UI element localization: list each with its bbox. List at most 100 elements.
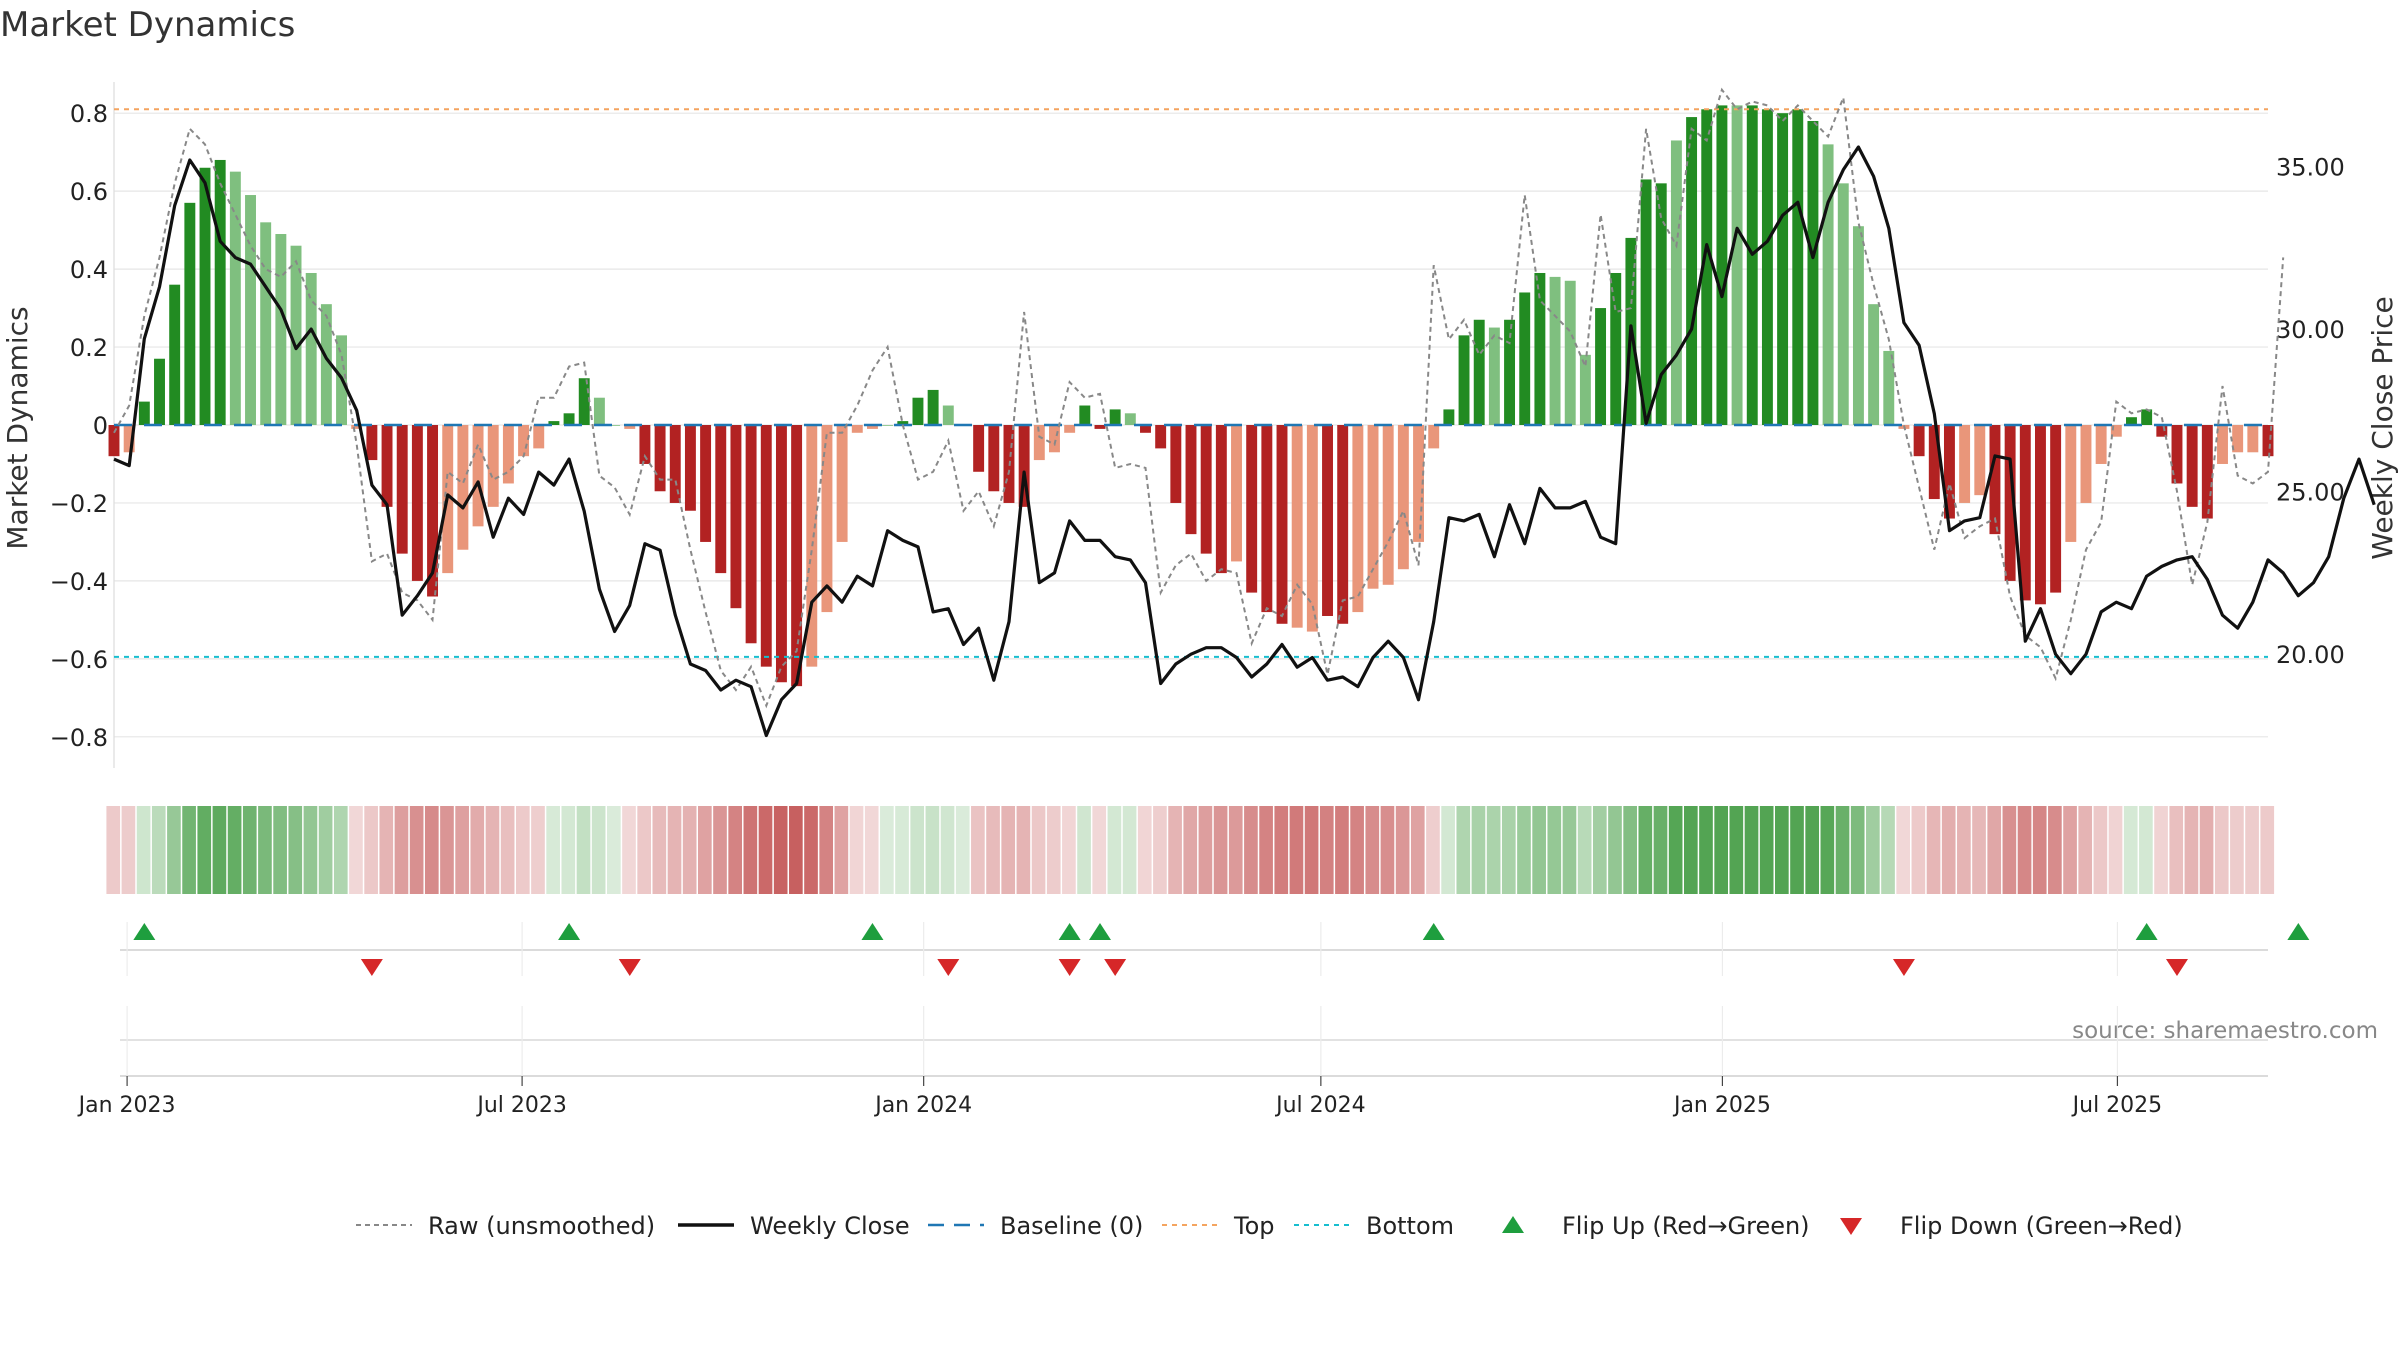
dynamics-bar — [1883, 350, 1895, 425]
dynamics-bar — [1686, 117, 1698, 426]
state-strip-cell — [1077, 806, 1091, 894]
state-strip-cell — [1001, 806, 1016, 894]
x-tick-label: Jul 2024 — [1274, 1093, 1366, 1118]
dynamics-bar — [2050, 425, 2062, 593]
dynamics-bar — [1807, 120, 1819, 426]
state-strip-cell — [1259, 806, 1273, 894]
state-strip-cell — [667, 806, 682, 894]
state-strip-cell — [743, 806, 758, 894]
dynamics-bar — [108, 425, 120, 457]
state-strip-cell — [834, 806, 849, 894]
dynamics-bar — [502, 425, 514, 484]
dynamics-bar — [775, 425, 787, 683]
state-strip-cell — [986, 806, 1000, 894]
state-strip-cell — [561, 806, 576, 894]
state-strip-cell — [1957, 806, 1971, 894]
state-strip-cell — [167, 806, 181, 894]
dynamics-bar — [836, 425, 848, 542]
dynamics-bar — [654, 425, 666, 492]
dynamics-bar — [593, 397, 605, 425]
state-strip-cell — [2169, 806, 2184, 894]
state-strip-cell — [1153, 806, 1167, 894]
state-strip-cell — [1456, 806, 1471, 894]
state-strip-cell — [424, 806, 439, 894]
dynamics-bar — [988, 425, 1000, 492]
state-strip-cell — [1319, 806, 1334, 894]
state-strip-cell — [106, 806, 121, 894]
dynamics-bar — [624, 425, 636, 429]
dynamics-bar — [229, 171, 241, 425]
state-strip-cell — [804, 806, 818, 894]
dynamics-bar — [1731, 105, 1743, 426]
state-strip-cell — [1016, 806, 1031, 894]
state-strip-cell — [1198, 806, 1213, 894]
dynamics-bar — [851, 425, 863, 433]
dynamics-bar — [1033, 425, 1045, 461]
state-strip-cell — [2260, 806, 2275, 894]
state-strip-cell — [273, 806, 287, 894]
dynamics-bar — [1670, 140, 1682, 425]
dynamics-bar — [745, 425, 757, 644]
dynamics-bar — [154, 358, 165, 425]
state-strip-cell — [1881, 806, 1895, 894]
state-strip-cell — [1517, 806, 1531, 894]
dynamics-bar — [1049, 425, 1060, 453]
state-strip-cell — [1031, 806, 1046, 894]
flip-up-marker — [1422, 923, 1445, 940]
state-strip-cell — [849, 806, 864, 894]
state-strip-cell — [1987, 806, 2002, 894]
state-strip-cell — [1623, 806, 1637, 894]
dynamics-bar — [1504, 319, 1516, 425]
state-strip-cell — [652, 806, 667, 894]
state-strip-cell — [288, 806, 303, 894]
state-strip-cell — [1562, 806, 1577, 894]
state-strip-cell — [2230, 806, 2244, 894]
dynamics-bar — [1352, 425, 1364, 613]
dynamics-bar — [214, 159, 226, 426]
state-strip-cell — [1304, 806, 1319, 894]
dynamics-bar — [1488, 327, 1500, 425]
dynamics-bar — [381, 425, 393, 507]
dynamics-bar — [1306, 425, 1318, 632]
state-strip-cell — [637, 806, 651, 894]
legend-label: Bottom — [1366, 1212, 1454, 1240]
dynamics-bar — [1761, 109, 1773, 425]
state-strip-cell — [1395, 806, 1410, 894]
state-strip-cell — [1335, 806, 1349, 894]
dynamics-bar — [1064, 425, 1076, 433]
state-strip-cell — [303, 806, 318, 894]
dynamics-bar — [1413, 425, 1424, 542]
dynamics-bar — [2126, 417, 2137, 425]
state-strip-cell — [1729, 806, 1744, 894]
dynamics-bar — [457, 425, 469, 550]
dynamics-bar — [1291, 425, 1303, 628]
dynamics-bar — [518, 425, 530, 457]
state-strip-cell — [2245, 806, 2259, 894]
state-strip-cell — [1775, 806, 1789, 894]
state-strip-cell — [1638, 806, 1653, 894]
y-tick-label: −0.8 — [50, 724, 108, 752]
dynamics-bar — [730, 425, 742, 609]
dynamics-bar — [1549, 276, 1561, 425]
flip-down-marker — [937, 959, 960, 976]
state-strip-cell — [1608, 806, 1622, 894]
y-tick-label: 0.2 — [70, 334, 108, 362]
dynamics-bar — [1397, 425, 1409, 570]
flip-up-marker — [133, 923, 156, 940]
state-strip-cell — [1592, 806, 1607, 894]
x-tick-label: Jul 2025 — [2071, 1093, 2163, 1118]
chart-title: Market Dynamics — [0, 5, 295, 45]
state-strip-cell — [1653, 806, 1668, 894]
dynamics-bar — [2247, 425, 2259, 453]
state-strip-cell — [1547, 806, 1562, 894]
dynamics-bar — [1519, 292, 1531, 425]
state-strip-cell — [728, 806, 743, 894]
flip-down-marker — [360, 959, 383, 976]
state-strip-cell — [576, 806, 591, 894]
dynamics-bar — [1261, 425, 1273, 613]
dynamics-bar — [791, 425, 803, 687]
dynamics-bar — [472, 425, 484, 527]
dynamics-bar — [1852, 226, 1864, 425]
dynamics-bar — [245, 195, 256, 425]
state-strip-cell — [2078, 806, 2093, 894]
